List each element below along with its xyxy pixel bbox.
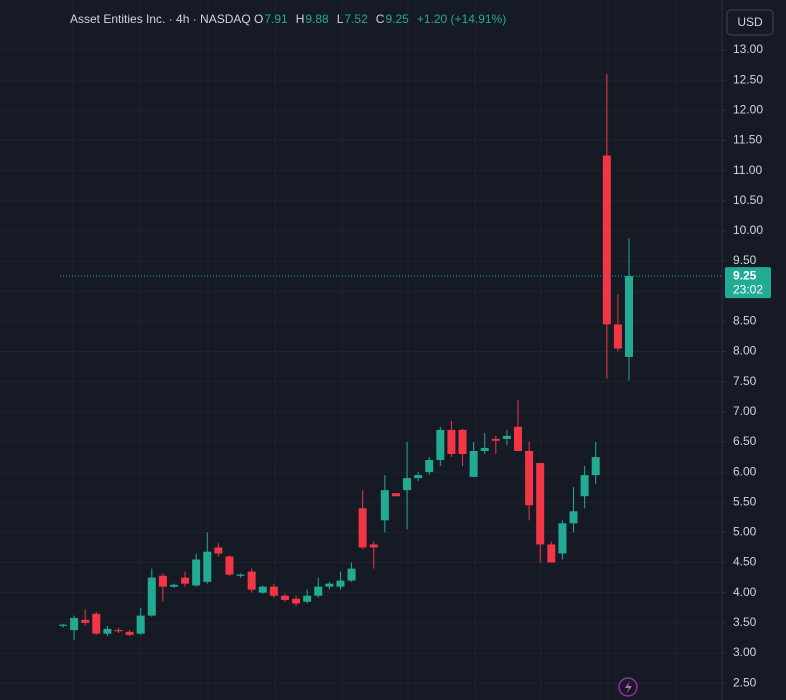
currency[interactable]: USD: [737, 15, 763, 29]
candle-body: [425, 460, 434, 473]
candle-body: [558, 523, 567, 554]
candle-body: [336, 580, 345, 587]
candle-body: [591, 457, 600, 476]
change: +1.20 (+14.91%): [417, 12, 506, 26]
candle-body: [580, 475, 589, 497]
ohlc-value: 7.52: [344, 12, 368, 26]
candle-body: [136, 615, 145, 634]
candle-body: [303, 595, 312, 602]
y-tick-label: 4.00: [733, 585, 757, 599]
candle-body: [602, 155, 611, 325]
candle-body: [447, 429, 456, 455]
y-tick-label: 11.00: [733, 163, 762, 177]
candle-body: [502, 435, 511, 439]
y-tick-label: 5.00: [733, 525, 757, 539]
chart-title: Asset Entities Inc. · 4h · NASDAQ: [70, 12, 251, 26]
candle-body: [380, 490, 389, 521]
y-tick-label: 7.00: [733, 404, 757, 418]
y-tick-label: 6.00: [733, 464, 757, 478]
candle-body: [469, 450, 478, 477]
candle-body: [547, 544, 556, 563]
candle-body: [414, 475, 423, 479]
y-tick-label: 10.50: [733, 193, 763, 207]
y-tick-label: 13.00: [733, 42, 763, 56]
ohlc-value: 9.25: [385, 12, 409, 26]
candle-body: [525, 450, 534, 506]
candle-body: [203, 551, 212, 582]
candle-body: [569, 511, 578, 524]
ohlc-key: O: [254, 12, 263, 26]
candle-body: [625, 276, 633, 357]
candle-body: [236, 574, 245, 576]
event-icon-bolt: [625, 681, 632, 694]
ohlc-key: H: [296, 12, 305, 26]
y-tick-label: 6.50: [733, 434, 757, 448]
y-tick-label: 8.50: [733, 314, 757, 328]
candle-body: [292, 598, 301, 604]
candle-body: [325, 583, 334, 587]
y-tick-label: 3.50: [733, 615, 757, 629]
candle-body: [158, 575, 167, 587]
candle-body: [59, 624, 67, 626]
candle-body: [369, 544, 378, 548]
y-tick-label: 10.00: [733, 223, 763, 237]
candle-body: [247, 571, 256, 590]
currency-button[interactable]: [726, 9, 774, 36]
y-tick-label: 3.00: [733, 645, 757, 659]
candle-body: [92, 613, 101, 634]
y-tick-label: 9.50: [733, 253, 757, 267]
candle-body: [269, 586, 278, 596]
candle-body: [181, 577, 190, 584]
candle-body: [491, 438, 500, 441]
candle-body: [147, 577, 156, 616]
candle-body: [169, 584, 178, 587]
candle-body: [480, 447, 489, 451]
candle-body: [81, 619, 90, 623]
y-tick-label: 12.50: [733, 72, 763, 86]
candle-body: [280, 595, 289, 600]
y-tick-label: 4.50: [733, 555, 757, 569]
price-label-box: [725, 267, 771, 299]
y-tick-label: 5.50: [733, 494, 757, 508]
candle-body: [391, 493, 400, 497]
y-tick-label: 11.50: [733, 133, 762, 147]
candle-body: [214, 547, 223, 554]
event-icon[interactable]: [618, 677, 638, 697]
candle-body: [225, 556, 234, 575]
candle-body: [192, 559, 201, 586]
countdown: 23:02: [733, 282, 763, 296]
candle-body: [613, 324, 622, 349]
candle-body: [514, 426, 523, 451]
ohlc-value: 7.91: [264, 12, 288, 26]
candle-body: [314, 586, 323, 596]
y-tick-label: 12.00: [733, 103, 763, 117]
candle-body: [258, 586, 267, 593]
candle-body: [458, 429, 467, 455]
ohlc-key: L: [337, 12, 344, 26]
candle-body: [103, 628, 112, 634]
candle-body: [347, 568, 356, 581]
candle-body: [536, 463, 545, 545]
candle-body: [403, 478, 412, 491]
price-label: 9.25: [733, 268, 757, 282]
candle-body: [125, 631, 134, 635]
candle-body: [114, 630, 123, 632]
y-tick-label: 8.00: [733, 344, 757, 358]
ohlc-key: C: [376, 12, 385, 26]
ohlc-value: 9.88: [305, 12, 329, 26]
y-tick-label: 7.50: [733, 374, 757, 388]
y-tick-label: 2.50: [733, 675, 757, 689]
candle-body: [358, 508, 367, 548]
candle-body: [70, 618, 79, 631]
candle-body: [436, 429, 445, 461]
